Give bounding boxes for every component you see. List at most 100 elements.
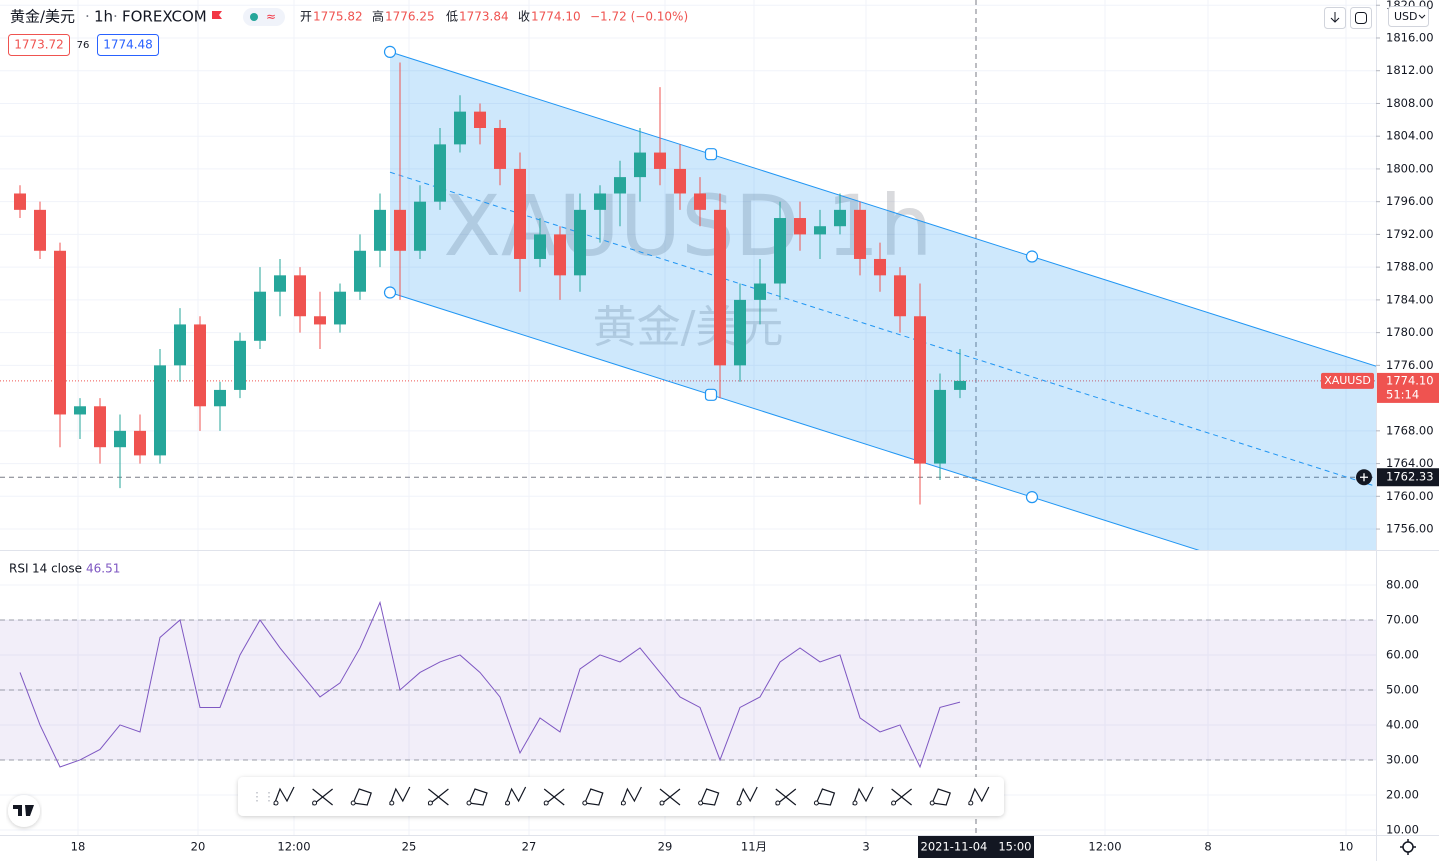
tool-icon[interactable] xyxy=(468,788,488,806)
y-tick-label: 40.00 xyxy=(1386,717,1419,731)
candle-body xyxy=(34,209,46,251)
status-pill[interactable] xyxy=(243,8,285,26)
tool-dot xyxy=(505,800,511,806)
settings xyxy=(1400,839,1416,855)
tool-dot xyxy=(775,800,781,806)
x-tick-label: 29 xyxy=(658,840,673,854)
tool-icon[interactable] xyxy=(699,788,720,806)
last-price-tag xyxy=(1377,372,1439,403)
ask[interactable]: 1774.48 xyxy=(103,38,153,52)
header: 黄金/美元 · 1h · FOREXCOM ≈ 开 1775.82 高 1776.25… xyxy=(8,6,1429,56)
x-tick-label: 8 xyxy=(1204,840,1211,854)
channel-mid xyxy=(389,171,1376,487)
exchange: FOREXCOM xyxy=(122,8,207,26)
tool-icon[interactable] xyxy=(583,788,604,806)
ohlc-label: 高 xyxy=(372,9,384,24)
change: −1.72 (−0.10%) xyxy=(590,10,688,24)
sep: · xyxy=(85,8,90,26)
y-tick-label: 1796.00 xyxy=(1386,194,1434,208)
currency[interactable]: USD xyxy=(1394,10,1418,23)
drawing-toolbar: ⋮⋮ xyxy=(238,777,1004,816)
tool-icon[interactable] xyxy=(505,786,527,806)
candle-body xyxy=(234,340,246,390)
y-tick-label: 60.00 xyxy=(1386,647,1419,661)
tool-dot xyxy=(659,800,665,806)
candle-body xyxy=(134,430,146,456)
tool-dot xyxy=(466,800,472,806)
candle-body xyxy=(314,316,326,325)
y-tick-label: 1780.00 xyxy=(1386,325,1434,339)
tool-icon[interactable] xyxy=(389,786,411,806)
market-open-dot xyxy=(250,13,258,21)
x-tick-label: 20 xyxy=(191,840,206,854)
candle-body xyxy=(874,258,886,276)
candle-body xyxy=(894,275,906,317)
x-tick-label: 27 xyxy=(522,840,537,854)
fullscreen-button[interactable] xyxy=(1350,7,1372,29)
rsi-title: RSI xyxy=(9,562,29,576)
candle-body xyxy=(434,144,446,202)
logo-mark[interactable] xyxy=(13,805,34,816)
tool-dot xyxy=(312,800,318,806)
candle-body xyxy=(754,283,766,300)
channel-handle[interactable] xyxy=(1025,250,1039,263)
currency-button[interactable] xyxy=(1388,6,1429,27)
y-tick-label: 1776.00 xyxy=(1386,358,1434,372)
y-tick-label: 1760.00 xyxy=(1386,489,1434,503)
tool-icon[interactable] xyxy=(931,788,951,806)
symbol-tag xyxy=(1321,372,1374,389)
rsi-plot xyxy=(19,600,961,769)
tool-icon[interactable] xyxy=(736,786,758,806)
ohlc-value: 1774.10 xyxy=(531,10,581,24)
bid-box[interactable] xyxy=(8,34,70,56)
tool-dot xyxy=(582,800,588,806)
tool-dot xyxy=(620,800,626,806)
candle-body xyxy=(494,128,506,169)
rsi-line xyxy=(19,600,961,769)
x-tick-label: 25 xyxy=(402,840,417,854)
bid[interactable]: 1773.72 xyxy=(14,38,64,52)
x-tick-label: 3 xyxy=(862,840,869,854)
candle-body xyxy=(854,209,866,259)
channel-handle[interactable] xyxy=(383,45,397,58)
logo-bg xyxy=(8,795,40,827)
flag-icon[interactable] xyxy=(212,11,222,19)
y-tick-label: 1812.00 xyxy=(1386,63,1434,77)
toolbar-bg xyxy=(238,777,1004,816)
ask-box[interactable] xyxy=(97,34,159,56)
x-tick-label: 11月 xyxy=(741,840,767,854)
tool-icon[interactable] xyxy=(968,786,990,806)
channel-mid-handle[interactable] xyxy=(704,148,718,161)
spread: 76 xyxy=(77,40,90,51)
y-tick-label: 70.00 xyxy=(1386,612,1419,626)
crosshair-time-tag xyxy=(918,836,1034,858)
ohlc-label: 开 xyxy=(300,10,312,24)
tool-icon[interactable] xyxy=(620,786,642,806)
x-tick-label: 12:00 xyxy=(277,840,310,854)
channel-mid-handle[interactable] xyxy=(704,388,718,401)
tool-icon[interactable] xyxy=(352,788,372,806)
tool-icon[interactable] xyxy=(273,786,295,806)
candle-body xyxy=(714,209,726,366)
y-tick-label: 10.00 xyxy=(1386,822,1419,836)
interval[interactable]: 1h xyxy=(94,8,113,26)
ohlc-value: 1773.84 xyxy=(459,10,509,24)
channel-handle[interactable] xyxy=(1025,491,1039,504)
tool-dot xyxy=(389,800,395,806)
tool-dot xyxy=(852,800,858,806)
candle-body xyxy=(914,316,926,464)
channel-handle[interactable] xyxy=(383,286,397,299)
ohlc-label: 低 xyxy=(446,10,458,24)
candle-body xyxy=(74,406,86,415)
candle-body xyxy=(334,291,346,325)
x-tick-label: 10 xyxy=(1339,840,1354,854)
candle-body xyxy=(794,218,806,235)
tool-icon[interactable] xyxy=(852,786,874,806)
crosshair-time: 2021-11-04 15:00 xyxy=(921,840,1032,854)
y-tick-label: 1792.00 xyxy=(1386,227,1434,241)
tool-icon[interactable] xyxy=(815,788,836,806)
ohlc: 开 1775.82 高 1776.25 低 1773.84 收 1774.10 xyxy=(300,9,581,24)
candle-body xyxy=(294,275,306,317)
y-tick-label: 1764.00 xyxy=(1386,456,1434,470)
drag-handle[interactable]: ⋮⋮ xyxy=(251,790,275,804)
